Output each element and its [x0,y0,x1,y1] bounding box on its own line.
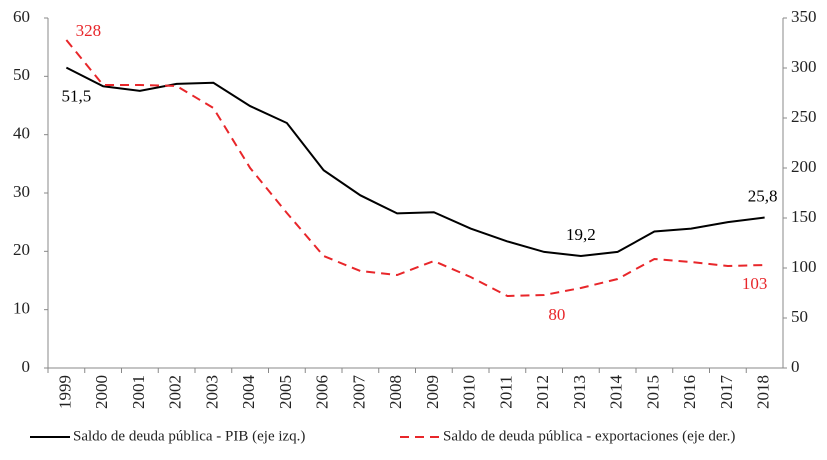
y-tick-label: 0 [22,357,31,376]
y-tick-label: 50 [13,65,30,84]
legend-label: Saldo de deuda pública - exportaciones (… [443,428,735,444]
y-tick-label: 20 [13,240,30,259]
x-tick-label: 2015 [643,375,662,409]
y2-tick-label: 250 [791,107,817,126]
x-tick-label: 2012 [533,375,552,409]
x-tick-label: 2006 [313,375,332,409]
y2-tick-label: 350 [791,7,817,26]
x-tick-label: 2018 [754,375,773,409]
value-label: 51,5 [62,86,92,105]
x-tick-label: 2017 [717,375,736,410]
y2-tick-label: 200 [791,157,817,176]
series-line [65,39,765,298]
x-tick-label: 2009 [423,375,442,409]
y2-tick-label: 300 [791,57,817,76]
x-tick-label: 2001 [129,375,148,409]
y2-tick-label: 150 [791,207,817,226]
x-tick-label: 2004 [239,375,258,410]
value-label: 19,2 [566,225,596,244]
value-label: 103 [742,274,768,293]
x-tick-label: 2003 [202,375,221,409]
y-tick-label: 40 [13,124,30,143]
y-tick-label: 10 [13,299,30,318]
y2-tick-label: 0 [791,357,800,376]
y-tick-label: 30 [13,182,30,201]
x-tick-label: 2002 [166,375,185,409]
x-tick-label: 2007 [349,375,368,410]
value-label: 25,8 [748,186,778,205]
x-tick-label: 2014 [607,375,626,410]
x-tick-label: 2011 [496,375,515,408]
series-line [65,66,765,258]
x-tick-label: 2010 [460,375,479,409]
x-tick-label: 2005 [276,375,295,409]
y2-tick-label: 100 [791,257,817,276]
value-label: 80 [548,305,565,324]
y2-tick-label: 50 [791,307,808,326]
x-tick-label: 2000 [92,375,111,409]
x-tick-label: 2008 [386,375,405,409]
value-label: 328 [76,21,102,40]
x-tick-label: 2013 [570,375,589,409]
legend-label: Saldo de deuda pública - PIB (eje izq.) [73,428,305,444]
x-tick-label: 2016 [680,375,699,409]
y-tick-label: 60 [13,7,30,26]
x-tick-label: 1999 [55,375,74,409]
